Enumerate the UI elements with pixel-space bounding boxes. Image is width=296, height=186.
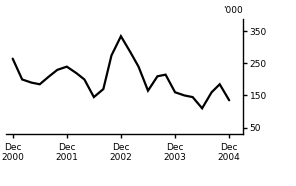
Text: '000: '000 (223, 6, 243, 15)
